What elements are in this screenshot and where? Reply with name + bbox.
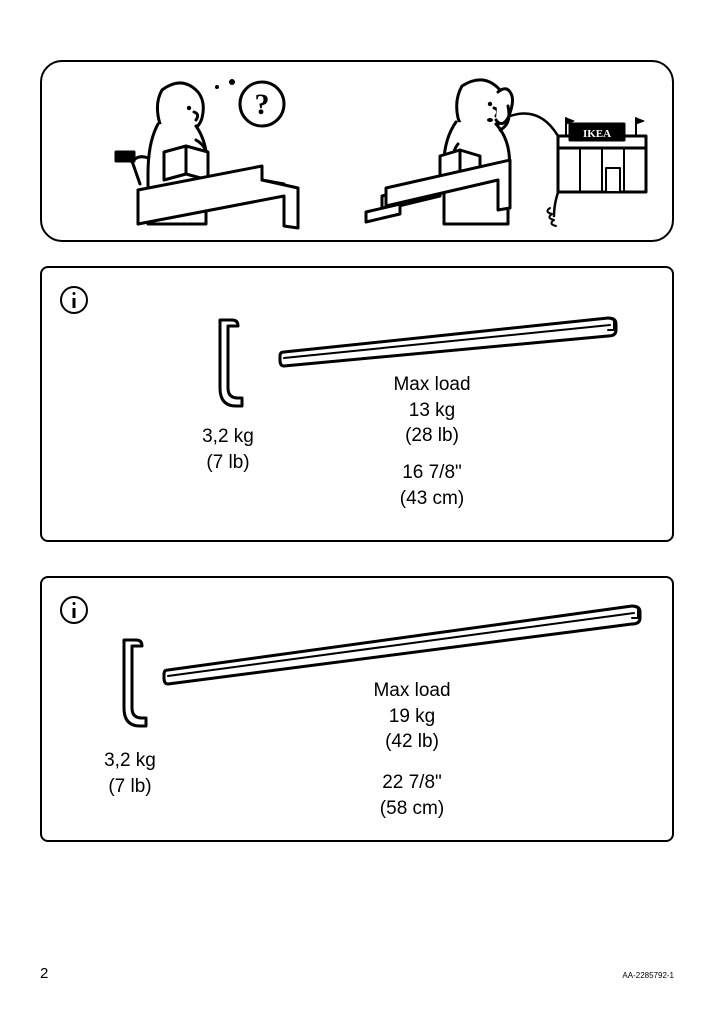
short-rail-illustration	[278, 310, 638, 370]
hook-illustration	[114, 634, 154, 734]
rail-length-text: 22 7/8" (58 cm)	[342, 770, 482, 821]
rail-length-cm: (58 cm)	[380, 798, 444, 819]
hook-weight-kg: 3,2 kg	[202, 426, 254, 447]
svg-text:?: ?	[255, 88, 270, 121]
long-rail-illustration	[162, 598, 662, 688]
hook-weight-text: 3,2 kg (7 lb)	[178, 424, 278, 475]
rail-maxload-text: Max load 19 kg (42 lb)	[342, 678, 482, 755]
hook-weight-lb: (7 lb)	[206, 452, 249, 473]
rail-length-in: 16 7/8"	[402, 462, 462, 483]
rail-length-cm: (43 cm)	[400, 488, 464, 509]
info-icon	[60, 596, 88, 624]
rail-maxload-kg: 13 kg	[409, 400, 455, 421]
rail-maxload-label: Max load	[373, 680, 450, 701]
rail-maxload-lb: (42 lb)	[385, 731, 439, 752]
assembly-instruction-page: ?	[0, 0, 714, 1012]
rail-maxload-kg: 19 kg	[389, 706, 435, 727]
hook-weight-kg: 3,2 kg	[104, 750, 156, 771]
rail-length-text: 16 7/8" (43 cm)	[362, 460, 502, 511]
info-panel-long-rail: 3,2 kg (7 lb) Max load 19 kg (42 lb) 22 …	[40, 576, 674, 842]
info-icon	[60, 286, 88, 314]
confused-call-ikea-panel: ?	[40, 60, 674, 242]
hook-weight-text: 3,2 kg (7 lb)	[80, 748, 180, 799]
info-panel-short-rail: 3,2 kg (7 lb) Max load 13 kg (28 lb) 16 …	[40, 266, 674, 542]
rail-maxload-lb: (28 lb)	[405, 425, 459, 446]
hook-weight-lb: (7 lb)	[108, 776, 151, 797]
page-number: 2	[40, 965, 48, 982]
rail-maxload-label: Max load	[393, 374, 470, 395]
rail-maxload-text: Max load 13 kg (28 lb)	[362, 372, 502, 449]
document-id: AA-2285792-1	[622, 971, 674, 980]
help-illustration: ?	[42, 62, 672, 240]
ikea-store-label: IKEA	[583, 128, 611, 140]
hook-illustration	[210, 314, 250, 414]
rail-length-in: 22 7/8"	[382, 772, 442, 793]
